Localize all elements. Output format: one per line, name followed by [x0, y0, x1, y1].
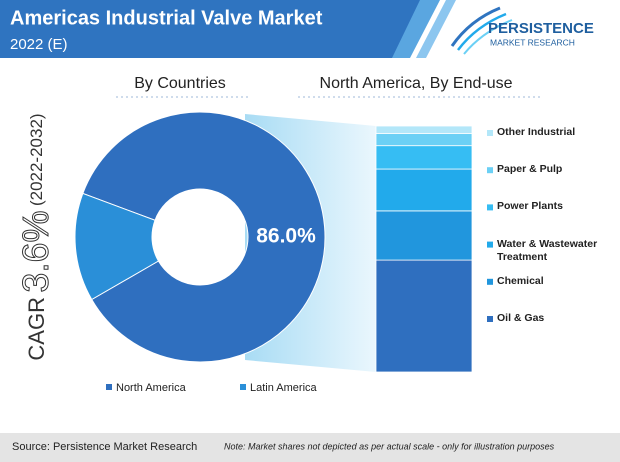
- cagr: CAGR 3.6% (2022-2032): [15, 113, 56, 360]
- pie-title: By Countries: [134, 75, 226, 92]
- note: Note: Market shares not depicted as per …: [224, 441, 555, 451]
- bar-title: North America, By End-use: [320, 75, 513, 92]
- logo-swoosh: [463, 19, 513, 55]
- logo-tagline: MARKET RESEARCH: [490, 37, 575, 47]
- legend-swatch: [487, 130, 493, 136]
- bar-segment: [375, 145, 473, 170]
- footer-band: [0, 433, 620, 462]
- legend-label-box: Power Plants: [497, 200, 563, 213]
- legend-label-box: Other Industrial: [497, 126, 576, 138]
- header-stripe: [392, 0, 440, 58]
- bar-segment: [375, 125, 473, 134]
- pie-slice: [82, 111, 326, 363]
- bar-segment: [375, 259, 473, 373]
- legend-label: Latin America: [250, 382, 318, 394]
- legend-label: Oil & Gas: [497, 312, 545, 324]
- source: Source: Persistence Market Research: [12, 441, 197, 453]
- legend-swatch: [240, 384, 246, 390]
- bar-segment: [375, 132, 473, 147]
- legend-label-box: Oil & Gas: [497, 312, 545, 324]
- legend-swatch: [487, 204, 493, 211]
- legend-label: Paper & Pulp: [497, 163, 563, 176]
- logo-swoosh: [450, 6, 501, 47]
- pie-slice: [74, 192, 160, 301]
- legend-label: North America: [116, 382, 187, 394]
- legend-label: Chemical: [497, 274, 544, 287]
- legend-label: Power Plants: [497, 200, 563, 213]
- cagr-label: CAGR: [24, 297, 49, 361]
- legend-label: Water & Wastewater Treatment: [497, 237, 598, 263]
- header-band: [0, 0, 432, 58]
- legend-swatch: [487, 316, 493, 322]
- legend-label-box: Chemical: [497, 274, 544, 287]
- header-subtitle: 2022 (E): [10, 36, 68, 53]
- logo-swoosh: [457, 12, 507, 51]
- cagr-period: (2022-2032): [27, 113, 46, 206]
- bar-segment: [375, 168, 473, 212]
- legend-label: Other Industrial: [497, 126, 576, 138]
- bar-segment: [375, 210, 473, 261]
- legend-label-box: Water & Wastewater Treatment: [497, 237, 598, 263]
- header-stripe: [416, 0, 456, 58]
- legend-swatch: [106, 384, 112, 390]
- value-label: 86.0%: [256, 225, 316, 248]
- logo-name: PERSISTENCE: [488, 20, 594, 37]
- legend-label-box: Paper & Pulp: [497, 163, 563, 176]
- header-title: Americas Industrial Valve Market: [10, 7, 323, 29]
- legend-swatch: [487, 241, 493, 248]
- legend-swatch: [487, 278, 493, 285]
- cagr-value: 3.6%: [15, 211, 56, 293]
- legend-swatch: [487, 167, 493, 174]
- logo: PERSISTENCE MARKET RESEARCH: [450, 6, 594, 55]
